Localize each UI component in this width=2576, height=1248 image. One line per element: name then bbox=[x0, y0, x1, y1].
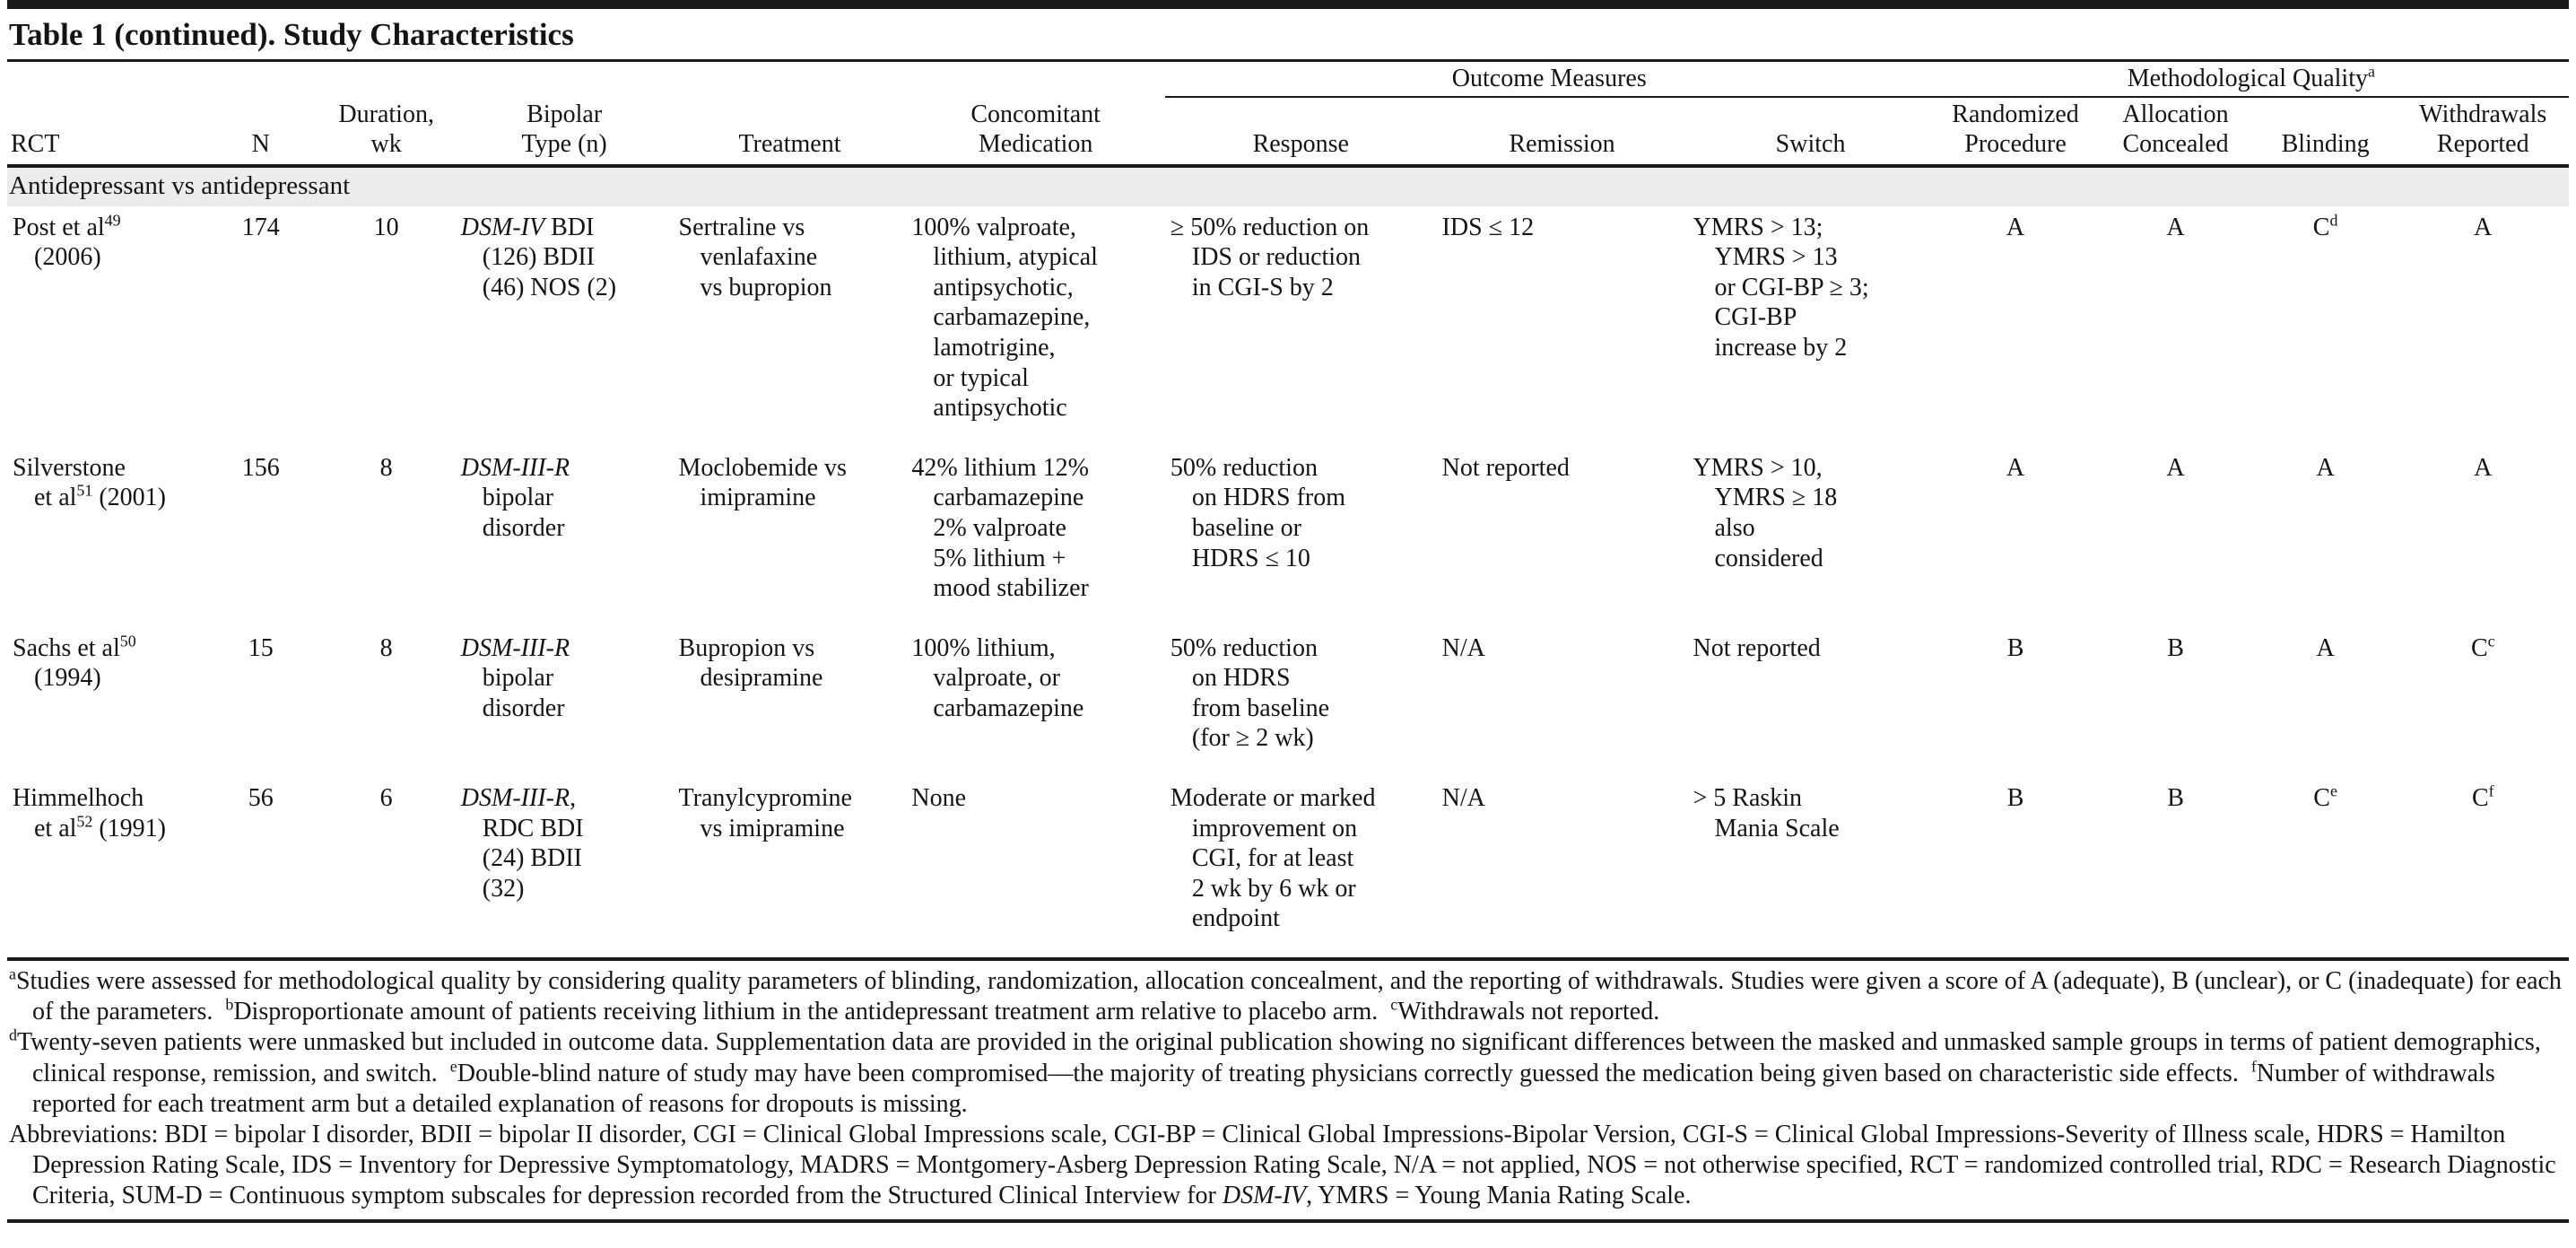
cell-blinding-grade: A bbox=[2316, 633, 2335, 662]
cell-switch: > 5 Raskin Mania Scale bbox=[1693, 784, 1840, 842]
study-row-himmelhoch-1991: Himmelhoch et al52 (1991) 56 6 DSM-III-R… bbox=[7, 777, 2569, 957]
col-group-outcome-measures: Outcome Measures bbox=[1164, 62, 1934, 98]
cell-rct: Post et al49 (2006) bbox=[13, 211, 121, 272]
cell-allocation-grade: A bbox=[2166, 453, 2185, 482]
cell-allocation-grade: B bbox=[2167, 633, 2184, 662]
cell-duration: 8 bbox=[379, 633, 393, 662]
cell-response: ≥ 50% reduction on IDS or reduction in C… bbox=[1170, 213, 1370, 301]
cell-remission: Not reported bbox=[1441, 453, 1570, 482]
cell-rct: Himmelhoch et al52 (1991) bbox=[13, 784, 166, 842]
cell-n: 174 bbox=[241, 213, 280, 241]
section-header: Antidepressant vs antidepressant bbox=[7, 165, 2569, 206]
col-header-switch: Switch bbox=[1775, 130, 1846, 159]
cell-switch: YMRS > 13; YMRS > 13 or CGI-BP ≥ 3; CGI-… bbox=[1693, 213, 1869, 362]
study-row-silverstone-2001: Silverstone et al51 (2001) 156 8 DSM-III… bbox=[7, 447, 2569, 627]
column-header-row: RCT N Duration, wk Bipolar Type (n) Trea… bbox=[7, 97, 2569, 166]
cell-remission: N/A bbox=[1441, 633, 1485, 662]
cell-randomized-grade: B bbox=[2006, 784, 2024, 813]
cell-remission: N/A bbox=[1441, 784, 1485, 813]
cell-withdrawals-grade: A bbox=[2474, 213, 2493, 241]
col-header-blinding: Blinding bbox=[2281, 130, 2370, 159]
study-table: Outcome Measures Methodological Qualitya… bbox=[7, 62, 2569, 957]
cell-duration: 10 bbox=[373, 213, 399, 241]
col-header-rct: RCT bbox=[11, 130, 60, 159]
spanner-spacer bbox=[7, 62, 1165, 97]
cell-n: 15 bbox=[248, 633, 274, 662]
col-header-randomized-procedure: Randomized Procedure bbox=[1952, 100, 2079, 159]
cell-randomized-grade: B bbox=[2006, 633, 2024, 662]
cell-duration: 8 bbox=[379, 453, 393, 482]
col-header-remission: Remission bbox=[1509, 130, 1615, 159]
cell-allocation-grade: B bbox=[2167, 784, 2184, 813]
cell-withdrawals-grade: Cc bbox=[2470, 632, 2495, 662]
footnote-d-e-f: dTwenty-seven patients were unmasked but… bbox=[9, 1026, 2541, 1118]
abbreviations: Abbreviations: BDI = bipolar I disorder,… bbox=[9, 1120, 2556, 1210]
cell-blinding-grade: Cd bbox=[2312, 211, 2338, 241]
study-row-sachs-1994: Sachs et al50 (1994) 15 8 DSM-III-R bipo… bbox=[7, 627, 2569, 777]
col-group-methodological-quality: Methodological Qualitya bbox=[1933, 62, 2569, 98]
col-header-withdrawals-reported: Withdrawals Reported bbox=[2419, 100, 2547, 159]
cell-treatment: Tranylcypromine vs imipramine bbox=[678, 784, 852, 842]
page: Table 1 (continued). Study Characteristi… bbox=[7, 0, 2569, 1224]
cell-withdrawals-grade: A bbox=[2474, 453, 2493, 482]
cell-blinding-grade: A bbox=[2316, 453, 2335, 482]
footnote-a-b-c: aStudies were assessed for methodologica… bbox=[9, 964, 2562, 1026]
col-header-treatment: Treatment bbox=[738, 130, 841, 159]
cell-bipolar-type: DSM-III-R bipolar disorder bbox=[460, 633, 570, 722]
cell-bipolar-type: DSM-III-R, RDC BDI (24) BDII (32) bbox=[460, 784, 584, 903]
cell-response: 50% reduction on HDRS from baseline (for… bbox=[1170, 633, 1330, 753]
cell-rct: Silverstone et al51 (2001) bbox=[13, 453, 166, 512]
col-header-response: Response bbox=[1252, 130, 1349, 159]
cell-treatment: Sertraline vs venlafaxine vs bupropion bbox=[678, 213, 832, 301]
cell-concomitant: 100% valproate, lithium, atypical antips… bbox=[911, 213, 1098, 423]
table-title: Table 1 (continued). Study Characteristi… bbox=[7, 9, 2569, 62]
cell-rct: Sachs et al50 (1994) bbox=[13, 632, 136, 693]
cell-switch: YMRS > 10, YMRS ≥ 18 also considered bbox=[1693, 453, 1838, 572]
cell-concomitant: 100% lithium, valproate, or carbamazepin… bbox=[911, 633, 1084, 722]
cell-withdrawals-grade: Cf bbox=[2471, 781, 2494, 813]
cell-randomized-grade: A bbox=[2006, 453, 2025, 482]
cell-concomitant: None bbox=[911, 784, 967, 813]
col-header-duration: Duration, wk bbox=[338, 100, 434, 159]
cell-switch: Not reported bbox=[1693, 633, 1821, 662]
cell-randomized-grade: A bbox=[2006, 213, 2025, 241]
cell-n: 56 bbox=[248, 784, 274, 813]
cell-n: 156 bbox=[241, 453, 280, 482]
study-row-post-2006: Post et al49 (2006) 174 10 DSM-IV BDI (1… bbox=[7, 206, 2569, 447]
cell-allocation-grade: A bbox=[2166, 213, 2185, 241]
table-header: Outcome Measures Methodological Qualitya… bbox=[7, 62, 2569, 166]
col-header-concomitant-medication: Concomitant Medication bbox=[970, 100, 1101, 159]
table-top-rule bbox=[7, 0, 2569, 9]
cell-remission: IDS ≤ 12 bbox=[1441, 213, 1535, 241]
footnotes-block: aStudies were assessed for methodologica… bbox=[7, 957, 2569, 1224]
col-header-n: N bbox=[251, 130, 270, 159]
cell-treatment: Moclobemide vs imipramine bbox=[678, 453, 847, 512]
col-header-bipolar-type: Bipolar Type (n) bbox=[521, 100, 607, 159]
cell-duration: 6 bbox=[379, 784, 393, 813]
col-header-allocation-concealed: Allocation Concealed bbox=[2122, 100, 2229, 159]
cell-treatment: Bupropion vs desipramine bbox=[678, 633, 823, 693]
cell-concomitant: 42% lithium 12% carbamazepine 2% valproa… bbox=[911, 453, 1089, 603]
cell-blinding-grade: Ce bbox=[2313, 781, 2337, 813]
cell-response: Moderate or marked improvement on CGI, f… bbox=[1170, 784, 1376, 933]
spanner-row: Outcome Measures Methodological Qualitya bbox=[7, 62, 2569, 98]
cell-response: 50% reduction on HDRS from baseline or H… bbox=[1170, 453, 1345, 572]
cell-bipolar-type: DSM-III-R bipolar disorder bbox=[460, 453, 570, 542]
section-row: Antidepressant vs antidepressant bbox=[7, 165, 2569, 206]
cell-bipolar-type: DSM-IV BDI (126) BDII (46) NOS (2) bbox=[460, 213, 617, 301]
